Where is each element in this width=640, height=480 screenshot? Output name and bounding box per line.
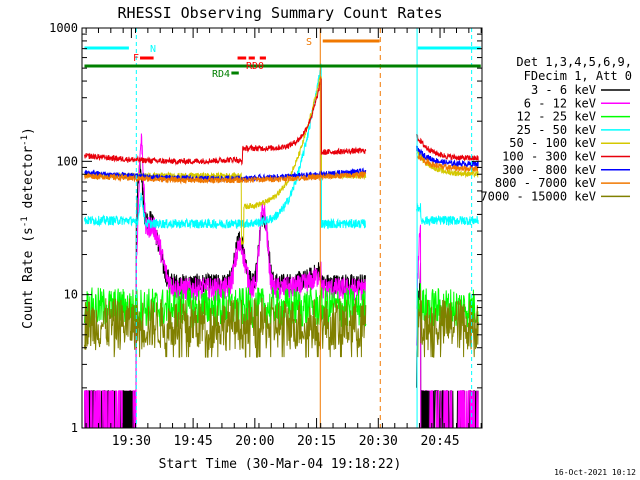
series-8-line [84,153,479,185]
legend-header-line-2: FDecim 1, Att 0 [524,69,632,83]
axes-layer: 1 10 100 1000 19:30 19:45 20:00 20:15 20:30 20:45 [49,21,483,449]
legend-label-2: 6 - 12 keV [524,96,596,110]
series-4-line [84,63,479,230]
legend-label-1: 3 - 6 keV [531,83,596,97]
flag-label-rd4: RD4 [212,69,230,80]
flag-label-f: F [133,53,139,64]
night-block-2 [421,390,429,428]
legend-label-5: 50 - 100 keV [509,136,596,150]
night-block-1 [122,390,133,428]
y-axis-label-part-3: ) [21,127,36,135]
plot-frame [81,27,483,429]
y-axis-label: Count Rate (s-1 detector-1) [20,127,36,329]
legend: Det 1,3,4,5,6,9, FDecim 1, Att 0 3 - 6 k… [480,55,632,203]
y-tick-label-10: 10 [64,288,78,302]
flag-label-s: S [306,37,312,48]
y-axis-label-part-2: detector [21,146,36,217]
x-tick-label-4: 20:30 [359,434,398,449]
flags-layer: NF RD0 RD4 S [84,28,481,428]
y-tick-label-1: 1 [71,421,78,435]
flag-label-n: N [150,44,156,55]
y-axis-label-exponent-2: -1 [20,135,30,146]
legend-label-7: 300 - 800 keV [502,163,596,177]
legend-label-3: 12 - 25 keV [517,110,596,124]
y-tick-label-1000: 1000 [49,21,78,35]
x-tick-label-5: 20:45 [420,434,459,449]
chart-title: RHESSI Observing Summary Count Rates [117,4,442,22]
series-6-line [84,76,479,166]
series-9-line [84,289,479,358]
y-axis-label-part-1: Count Rate (s [21,227,36,329]
y-tick-label-100: 100 [56,154,78,168]
x-tick-label-2: 20:00 [235,434,274,449]
legend-header-line-1: Det 1,3,4,5,6,9, [516,55,632,69]
footer-date: 16-Oct-2021 10:12 [554,468,636,477]
x-axis-label: Start Time (30-Mar-04 19:18:22) [159,457,402,472]
legend-label-4: 25 - 50 keV [517,123,596,137]
legend-label-6: 100 - 300 keV [502,150,596,164]
x-tick-label-1: 19:45 [174,434,213,449]
series-layer [84,63,479,429]
x-tick-label-0: 19:30 [112,434,151,449]
x-tick-label-3: 20:15 [297,434,336,449]
flag-label-rd0: RD0 [246,61,264,72]
y-axis-label-exponent-1: -1 [20,216,30,227]
legend-label-8: 800 - 7000 keV [495,176,596,190]
legend-label-9: 7000 - 15000 keV [480,189,596,203]
